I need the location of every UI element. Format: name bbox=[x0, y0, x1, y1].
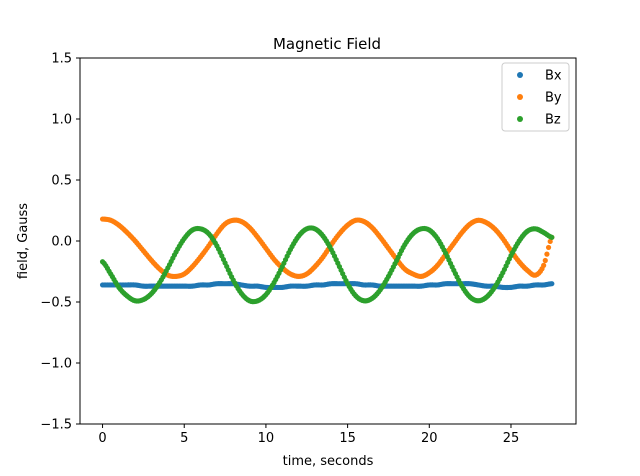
legend-marker-by bbox=[517, 94, 523, 100]
y-tick-label: −1.0 bbox=[40, 357, 72, 372]
y-axis: −1.5 −1.0 −0.5 0.0 0.5 1.0 1.5 bbox=[40, 52, 80, 433]
series-by bbox=[99, 216, 555, 280]
x-axis: 0 5 10 15 20 25 bbox=[98, 424, 519, 446]
legend: Bx By Bz bbox=[501, 62, 570, 132]
x-tick-label: 0 bbox=[98, 431, 106, 446]
legend-marker-bz bbox=[517, 116, 523, 122]
y-tick-label: 1.0 bbox=[51, 113, 72, 128]
y-axis-label: field, Gauss bbox=[16, 203, 31, 279]
x-tick-label: 10 bbox=[258, 431, 275, 446]
series-bz bbox=[99, 225, 555, 305]
x-axis-label: time, seconds bbox=[283, 454, 374, 469]
legend-label-bx: Bx bbox=[545, 69, 562, 84]
x-tick-label: 20 bbox=[421, 431, 438, 446]
y-tick-label: −0.5 bbox=[40, 296, 72, 311]
chart-title: Magnetic Field bbox=[273, 35, 381, 53]
legend-label-bz: Bz bbox=[545, 113, 561, 128]
series-layer bbox=[99, 216, 555, 305]
legend-marker-bx bbox=[517, 72, 523, 78]
y-tick-label: 1.5 bbox=[51, 52, 72, 67]
data-point bbox=[545, 244, 552, 251]
y-tick-label: 0.5 bbox=[51, 174, 72, 189]
data-point bbox=[549, 234, 555, 240]
y-tick-label: −1.5 bbox=[40, 418, 72, 433]
data-point bbox=[547, 238, 553, 245]
x-tick-label: 5 bbox=[180, 431, 188, 446]
data-point bbox=[544, 251, 550, 257]
data-point bbox=[542, 257, 548, 264]
data-point bbox=[549, 281, 555, 287]
legend-box bbox=[501, 62, 570, 132]
y-tick-label: 0.0 bbox=[51, 235, 72, 250]
data-point bbox=[541, 262, 547, 268]
x-tick-label: 15 bbox=[339, 431, 356, 446]
legend-label-by: By bbox=[545, 91, 562, 106]
x-tick-label: 25 bbox=[503, 431, 520, 446]
